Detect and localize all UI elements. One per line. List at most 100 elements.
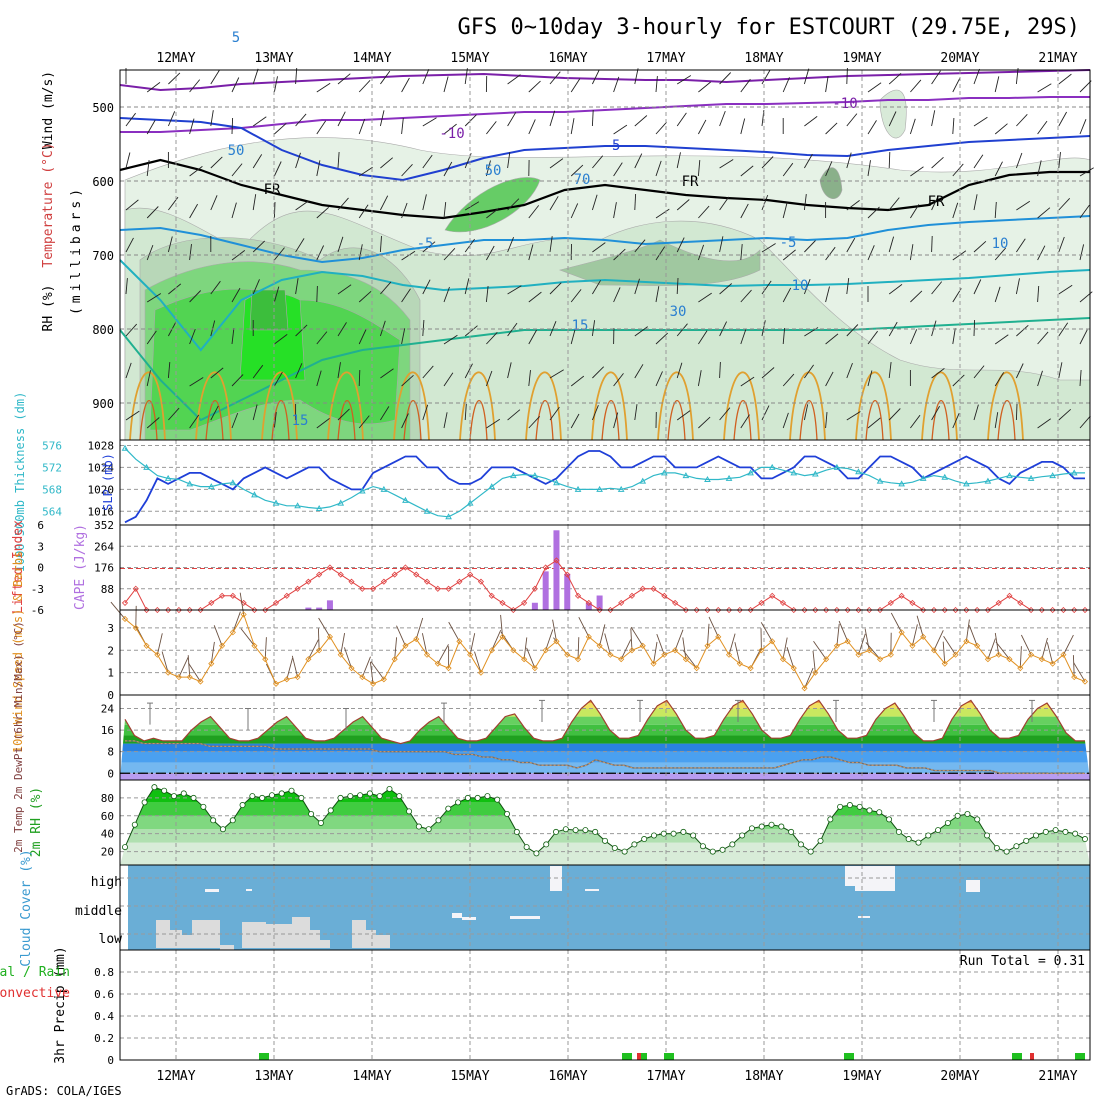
thickness-marker xyxy=(207,483,215,490)
wind-barb xyxy=(655,246,666,261)
wind-barb xyxy=(549,321,557,337)
wind10m-marker xyxy=(1028,651,1035,658)
wind-barb xyxy=(825,333,839,345)
boundary-layer-contour xyxy=(799,400,818,441)
cloud-low-block xyxy=(310,930,320,948)
wind-barb xyxy=(189,79,201,93)
boundary-layer-contour xyxy=(271,400,290,441)
wind10m-panel: 0 1 2 3 xyxy=(107,592,1091,702)
slp-tick: 1024 xyxy=(88,461,115,474)
rh2m-marker xyxy=(1033,832,1040,839)
wind-barb xyxy=(210,70,220,85)
wind-barb xyxy=(337,408,350,421)
rh2m-marker xyxy=(1003,848,1010,855)
wind-barb xyxy=(613,412,619,429)
wind-barb xyxy=(358,166,373,177)
wind-barb xyxy=(189,328,196,345)
wind-barb xyxy=(146,330,157,345)
wind-barb xyxy=(549,71,561,85)
wind-barb xyxy=(189,118,195,135)
rh2m-marker xyxy=(151,784,158,791)
wind-barb xyxy=(952,77,961,93)
thickness-tick: 564 xyxy=(42,505,62,518)
wind-barb xyxy=(846,362,853,379)
temp-band xyxy=(120,735,1090,744)
wind-barb xyxy=(549,236,553,253)
wind10m-marker xyxy=(208,660,215,667)
wind-barb xyxy=(231,163,243,177)
wind-barb xyxy=(570,375,585,387)
boundary-layer-contour xyxy=(195,371,232,441)
rh2m-marker xyxy=(1052,827,1059,834)
wind10m-marker xyxy=(596,642,603,649)
wind-barb xyxy=(231,202,237,219)
wind-barb xyxy=(931,110,936,127)
wind-barb xyxy=(910,204,920,219)
rh2m-marker xyxy=(376,793,383,800)
wind-barb xyxy=(973,116,988,127)
rh2m-marker xyxy=(935,827,942,834)
run-total: Run Total = 0.31 xyxy=(960,954,1085,969)
pressure-tick: 900 xyxy=(92,397,114,411)
wind-barb xyxy=(443,76,449,93)
rh2m-marker xyxy=(317,819,324,826)
wind-tick: 0 xyxy=(107,689,114,702)
rh2m-marker xyxy=(288,787,295,794)
wind-barb xyxy=(167,111,176,127)
wind10m-marker xyxy=(542,647,549,654)
wind10m-barb xyxy=(933,630,944,651)
wind-barb xyxy=(507,322,518,337)
wind10m-marker xyxy=(963,638,970,645)
wind-barb xyxy=(125,237,134,253)
li-marker xyxy=(370,585,377,592)
wind-barb xyxy=(528,370,531,387)
contour-label: -10 xyxy=(832,96,857,112)
date-label-bottom: 19MAY xyxy=(842,1069,881,1084)
li-marker xyxy=(661,592,668,599)
rh2m-marker xyxy=(504,811,511,818)
contour-label: FR xyxy=(264,182,281,198)
rh2m-marker xyxy=(337,794,344,801)
wind-barb xyxy=(973,194,978,211)
wind-barb xyxy=(1079,167,1094,177)
rh2m-marker xyxy=(925,832,932,839)
rh2m-marker xyxy=(219,826,226,833)
contour-label: 10 xyxy=(992,236,1009,252)
slp-tick: 1020 xyxy=(88,483,115,496)
wind-barb xyxy=(888,111,897,127)
wind10m-barb xyxy=(178,657,189,678)
rh-tick: 60 xyxy=(101,810,114,823)
thickness-marker xyxy=(251,491,258,498)
wind-barb xyxy=(803,404,809,421)
precip-total-bar xyxy=(622,1053,632,1060)
li-marker xyxy=(337,571,344,578)
wind10m-barb xyxy=(340,633,346,655)
precip-tick: 0.8 xyxy=(94,966,114,979)
rh2m-marker xyxy=(562,826,569,833)
wind-barb xyxy=(167,236,173,253)
wind-barb xyxy=(888,284,903,295)
wind10m-barb xyxy=(545,629,554,651)
wind-barb xyxy=(231,374,244,387)
wind10m-barb xyxy=(317,628,320,651)
wind-barb xyxy=(252,68,259,85)
rh2m-marker xyxy=(141,799,148,806)
thickness-marker xyxy=(358,487,366,494)
wind-barb xyxy=(676,112,687,127)
rh2m-marker xyxy=(739,832,746,839)
wind10m-barb xyxy=(707,623,710,646)
wind10m-barb xyxy=(526,647,536,669)
wind-barb xyxy=(740,78,751,93)
thickness-marker xyxy=(380,485,388,492)
wind-barb xyxy=(740,203,749,219)
wind-barb xyxy=(210,280,221,295)
wind10m-marker xyxy=(499,633,506,640)
precip-ylabel: 3hr Precip (mm) xyxy=(53,946,68,1063)
li-tick: -6 xyxy=(31,604,44,617)
wind-barb xyxy=(613,287,621,303)
temp-band xyxy=(120,743,1090,752)
wind-barb xyxy=(1079,204,1090,219)
wind-barb xyxy=(528,415,541,429)
date-label-bottom: 15MAY xyxy=(450,1069,489,1084)
li-marker xyxy=(165,606,172,614)
